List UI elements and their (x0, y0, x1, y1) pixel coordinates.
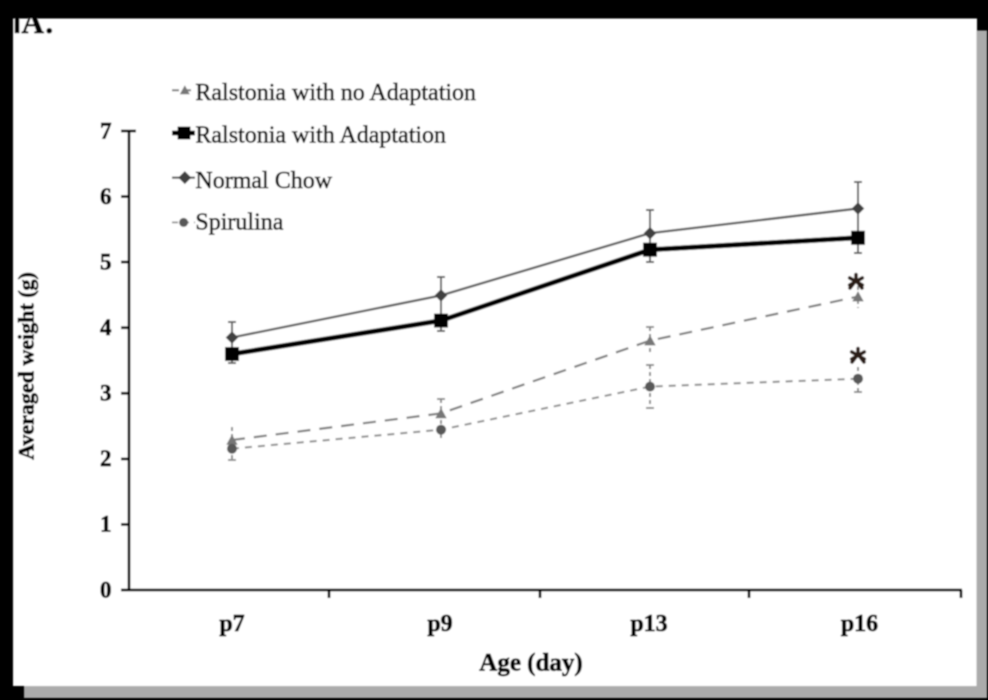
svg-text:Ralstonia with no Adaptation: Ralstonia with no Adaptation (195, 80, 476, 106)
svg-text:p7: p7 (219, 611, 244, 637)
svg-text:p16: p16 (841, 611, 878, 637)
svg-text:Ralstonia with Adaptation: Ralstonia with Adaptation (195, 123, 446, 149)
svg-text:5: 5 (100, 250, 112, 275)
svg-text:Normal Chow: Normal Chow (195, 168, 332, 194)
svg-text:Spirulina: Spirulina (195, 210, 283, 236)
svg-text:Age (day): Age (day) (479, 650, 582, 677)
svg-text:1: 1 (100, 512, 112, 537)
svg-text:6: 6 (100, 184, 112, 209)
svg-text:3: 3 (100, 381, 112, 406)
svg-text:0: 0 (100, 578, 112, 603)
svg-text:p9: p9 (427, 611, 452, 637)
svg-text:Averaged weight (g): Averaged weight (g) (14, 272, 39, 460)
svg-text:A.: A. (22, 5, 55, 40)
svg-text:4: 4 (100, 315, 112, 340)
svg-text:7: 7 (100, 119, 112, 144)
svg-text:2: 2 (100, 446, 112, 471)
svg-text:p13: p13 (630, 611, 667, 637)
